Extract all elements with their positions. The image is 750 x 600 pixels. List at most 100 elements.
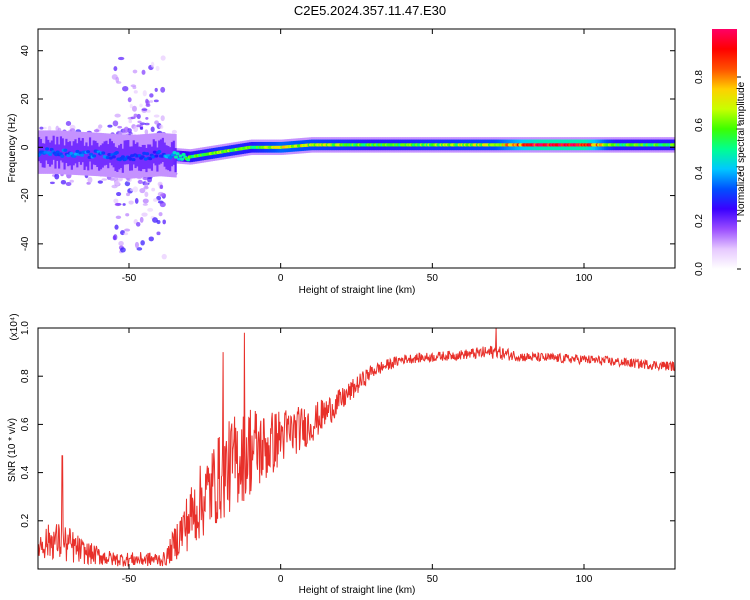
spectrogram-noise-cell [141,69,146,75]
colorbar-tick-label: 0.2 [694,214,705,228]
spectrogram-ridge-cell [177,157,182,161]
spectrogram-band-cell [161,137,164,162]
spectrogram-noise-cell [136,113,141,119]
colorbar-label: Normalized spectral amplitude [736,81,747,216]
spectrogram-band-cell [121,148,124,173]
snr-frame [37,327,676,570]
spectrogram-ridge-cell [130,154,135,158]
spectrogram-noise-cell [111,184,118,189]
spectrogram-band-cell [59,136,63,161]
spectrogram-ridge-cell [92,154,97,158]
spectrogram-noise-cell [113,66,118,72]
spectrogram-ridge-cell [48,152,53,156]
spectrogram-ridge-cell [114,150,119,155]
spectrogram-ridge-cell [63,148,68,152]
spectrogram-noise-cell [114,224,119,230]
spectrogram-noise-cell [160,115,165,122]
spectrogram-noise-cell [147,176,152,183]
spectrogram-noise-cell [158,212,163,217]
spectrogram-noise-cell [122,85,129,92]
y-tick-label: 0.6 [20,417,31,431]
spectrogram-ridge-cell [151,155,156,159]
spectrogram-noise-cell [65,181,72,187]
x-tick-label: -50 [122,273,137,284]
spectrogram-ridge-cell [69,151,74,156]
spectrogram-ridge-cell [87,155,92,160]
spectrogram-noise-cell [148,236,154,242]
spectrogram-band-cell [81,138,84,163]
spectrogram-ridge-cell [86,150,91,154]
spectrogram-noise-cell [135,221,141,227]
spectrogram-noise-cell [140,240,145,246]
y-tick-label: 0.4 [20,465,31,479]
spectrogram-ridge-cell [107,152,112,157]
spectrogram-noise-cell [134,241,140,249]
spectrogram-noise-cell [39,126,44,130]
spectrogram-noise-cell [120,247,126,253]
spectrogram-frame [37,28,676,269]
spectrogram-band-cell [83,145,86,170]
spectrogram-noise-cell [136,247,143,251]
spectrogram-noise-cell [69,179,74,183]
spectrogram-noise-cell [115,76,120,83]
spectrogram-noise-cell [122,127,129,134]
spectrogram-noise-cell [113,198,119,204]
spectrogram-noise-cell [152,198,158,202]
spectrogram-ridge-cell [175,152,180,156]
spectrogram-ridge-cell [172,150,177,155]
spectrogram-noise-cell [144,191,149,198]
spectrogram-ridge-cell [45,147,50,151]
spectrogram-noise-cell [156,231,161,236]
spectrogram-panel: -50 0 50 100 -40 -20 0 20 40 Height of straight… [7,28,676,296]
spectrogram-noise-cell [118,131,124,136]
spectrogram-noise-cell [132,69,138,74]
spectrogram-band-cell [96,142,99,167]
spectrogram-noise-cell [137,179,143,184]
spectrogram-band-cell [63,145,66,170]
spectrogram-noise-cell [141,212,148,217]
spectrogram-ridge-cell [120,155,125,159]
colorbar-gradient [712,29,737,269]
spectrogram-band-cell [43,143,46,168]
spectrogram-band-cell [143,144,146,170]
colorbar-ticks: 0.0 0.2 0.4 0.6 0.8 [694,70,741,276]
spectrogram-noise-cell [145,99,150,106]
spectrogram-noise-cell [130,188,134,192]
spectrogram-band-cell [52,135,55,160]
spectrogram-noise-cell [129,104,133,109]
spectrogram-band-cell [119,143,123,169]
spectrogram-ridge-cell [157,150,162,154]
spectrogram-band-cell [99,145,103,170]
chart-title: C2E5.2024.357.11.47.E30 [294,3,446,18]
spectrogram-noise-cell [47,125,52,132]
spectrogram-y-axis-label: Frequency (Hz) [7,114,18,183]
spectrogram-noise-cell [152,217,158,223]
y-tick-label: 40 [20,45,31,57]
spectrogram-noise-cell [132,186,139,193]
spectrogram-band-cell [54,144,57,169]
spectrogram-noise-cell [107,124,113,128]
spectrogram-noise-cell [149,100,154,103]
snr-x-axis-label: Height of straight line (km) [299,585,416,596]
spectrogram-noise-cell [124,228,131,232]
snr-y-ticks: 0.2 0.4 0.6 0.8 1.0 [20,321,675,528]
spectrogram-noise-cell [93,129,100,133]
spectrogram-ridge-cell [101,151,106,155]
spectrogram-ridge-cell [78,151,83,155]
spectrogram-band-cell [110,141,113,166]
spectrogram-ridge-cell [55,150,60,154]
spectrogram-noise-cell [115,215,122,220]
spectrogram-ridge-cell [73,152,78,156]
spectrogram-ridge-cell [128,157,133,161]
spectrogram-noise-cell [154,120,159,125]
spectrogram-x-axis-label: Height of straight line (km) [299,285,416,296]
spectrogram-band-cell [76,143,79,168]
spectrogram-ridge-cell [142,151,147,155]
spectrogram-band-cell [174,148,177,173]
spectrogram-noise-cell [142,90,147,97]
spectrogram-y-ticks: -40 -20 0 20 40 [20,45,675,251]
spectrogram-band-cell [127,140,130,165]
y-tick-label: -20 [20,188,31,203]
spectrogram-noise-cell [171,129,178,134]
